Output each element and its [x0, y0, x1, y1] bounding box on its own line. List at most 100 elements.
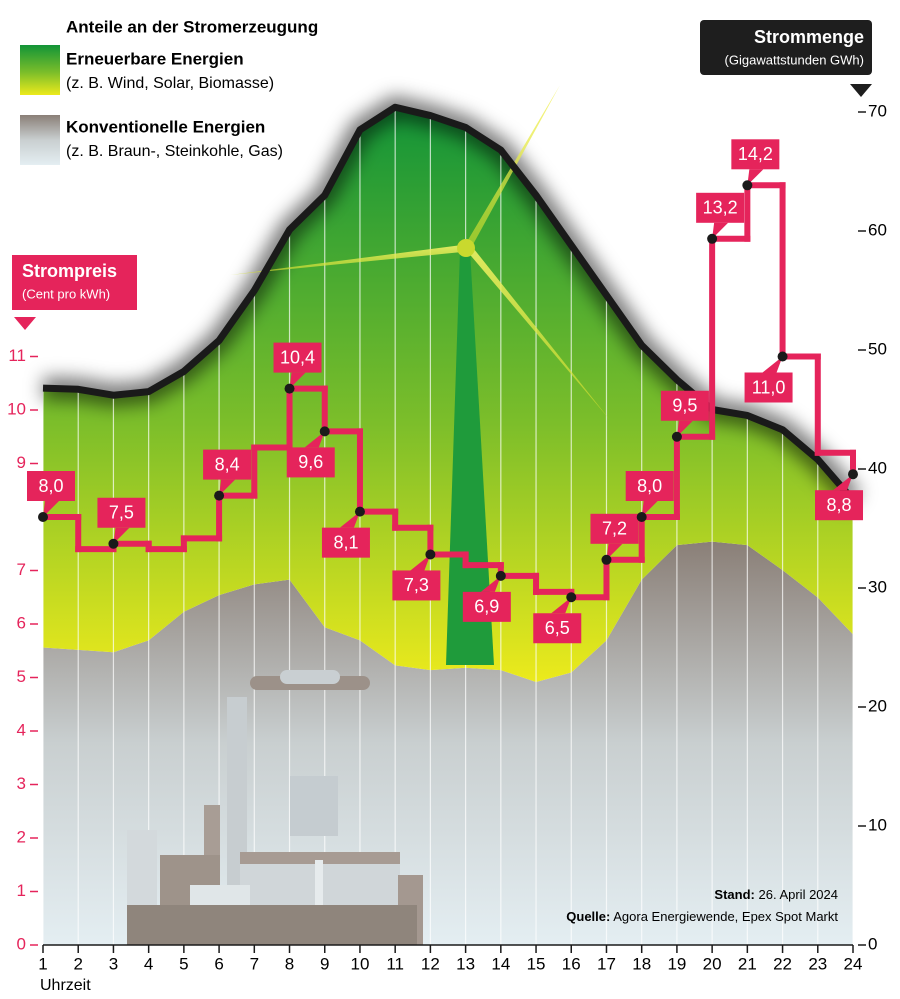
y-axis-title: Strompreis	[22, 261, 117, 281]
price-point	[601, 554, 612, 565]
x-tick-label: 14	[491, 954, 510, 973]
label-box	[273, 342, 322, 373]
y-tick-label: 6	[17, 613, 26, 632]
data-label: 7,5	[109, 503, 134, 523]
y2-tick-label: 60	[868, 220, 887, 239]
power-plant	[127, 670, 423, 945]
y2-axis-title: Strommenge	[754, 27, 864, 47]
data-label: 6,9	[474, 597, 499, 617]
label-pointer	[219, 479, 236, 496]
label-box	[625, 471, 674, 501]
legend-description: (z. B. Wind, Solar, Biomasse)	[66, 75, 274, 92]
label-pointer	[762, 356, 783, 373]
x-tick-label: 2	[73, 954, 82, 973]
x-tick-label: 1	[38, 954, 47, 973]
y-axis-unit: (Cent pro kWh)	[22, 286, 110, 301]
data-label: 14,2	[738, 144, 773, 164]
x-tick-label: 20	[703, 954, 722, 973]
label-pointer	[833, 474, 853, 491]
label-box	[731, 139, 780, 170]
note-label: Quelle:	[566, 909, 610, 924]
price-point	[354, 506, 365, 517]
x-tick-label: 18	[632, 954, 651, 973]
x-tick-label: 22	[773, 954, 792, 973]
y-axis-title-box	[12, 255, 137, 310]
price-point	[108, 538, 119, 549]
note-text: Agora Energiewende, Epex Spot Markt	[613, 909, 838, 924]
price-point	[566, 592, 577, 603]
total-line	[42, 103, 856, 503]
y2-tick-label: 70	[868, 101, 887, 120]
label-pointer	[747, 169, 764, 186]
legend-swatch	[20, 115, 60, 165]
data-label: 7,2	[602, 519, 627, 539]
note-text: 26. April 2024	[758, 887, 838, 902]
price-point	[777, 351, 788, 362]
area	[43, 107, 853, 683]
x-tick-label: 17	[597, 954, 616, 973]
source-note: Quelle: Agora Energiewende, Epex Spot Ma…	[566, 909, 838, 924]
label-box	[815, 490, 863, 521]
label-pointer	[712, 222, 729, 239]
y2-tick-label: 10	[868, 815, 887, 834]
x-tick-label: 16	[562, 954, 581, 973]
x-tick-label: 10	[350, 954, 369, 973]
x-tick-label: 8	[285, 954, 294, 973]
x-tick-label: 12	[421, 954, 440, 973]
y-axis-pointer	[14, 317, 36, 330]
label-box	[97, 497, 146, 528]
data-label: 9,5	[672, 396, 697, 416]
y-tick-label: 10	[7, 399, 26, 418]
price-point	[495, 570, 506, 581]
y2-axis-unit: (Gigawattstunden GWh)	[725, 52, 864, 67]
price-point	[742, 180, 753, 191]
price-point	[319, 426, 330, 437]
x-tick-label: 7	[250, 954, 259, 973]
price-point	[214, 490, 225, 501]
label-pointer	[551, 597, 572, 614]
label-pointer	[410, 554, 431, 571]
y-tick-label: 0	[17, 934, 26, 953]
price-point	[671, 431, 682, 442]
label-pointer	[480, 575, 501, 592]
y2-tick-label: 40	[868, 458, 887, 477]
label-pointer	[43, 501, 59, 517]
x-tick-label: 21	[738, 954, 757, 973]
y2-tick-label: 50	[868, 339, 887, 358]
label-box	[533, 613, 582, 644]
label-pointer	[304, 431, 325, 448]
y-tick-label: 4	[17, 720, 26, 739]
label-pointer	[289, 372, 306, 389]
label-box	[392, 570, 441, 601]
x-tick-label: 19	[667, 954, 686, 973]
y-tick-label: 3	[17, 774, 26, 793]
label-pointer	[339, 511, 360, 528]
label-box	[462, 591, 511, 622]
y2-tick-label: 20	[868, 696, 887, 715]
legend-label: Konventionelle Energien	[66, 117, 265, 136]
data-label: 13,2	[703, 198, 738, 218]
label-box	[696, 192, 745, 223]
y2-axis-pointer	[850, 84, 872, 97]
data-label: 9,6	[298, 452, 323, 472]
x-tick-label: 9	[320, 954, 329, 973]
label-pointer	[676, 420, 693, 437]
label-box	[590, 513, 639, 544]
y2-tick-label: 0	[868, 934, 877, 953]
source-note: Stand: 26. April 2024	[714, 887, 838, 902]
legend-swatch	[20, 45, 60, 95]
data-label: 7,3	[404, 575, 429, 595]
label-box	[203, 449, 252, 480]
x-tick-label: 23	[808, 954, 827, 973]
x-tick-label: 3	[109, 954, 118, 973]
data-label: 11,0	[752, 377, 786, 397]
y-tick-label: 9	[17, 453, 26, 472]
x-tick-label: 4	[144, 954, 153, 973]
x-tick-label: 24	[844, 954, 863, 973]
data-label: 6,5	[545, 618, 570, 638]
x-tick-label: 11	[386, 954, 404, 973]
legend-title: Anteile an der Stromerzeugung	[66, 17, 318, 36]
x-tick-label: 6	[214, 954, 223, 973]
legend-description: (z. B. Braun-, Steinkohle, Gas)	[66, 143, 283, 160]
